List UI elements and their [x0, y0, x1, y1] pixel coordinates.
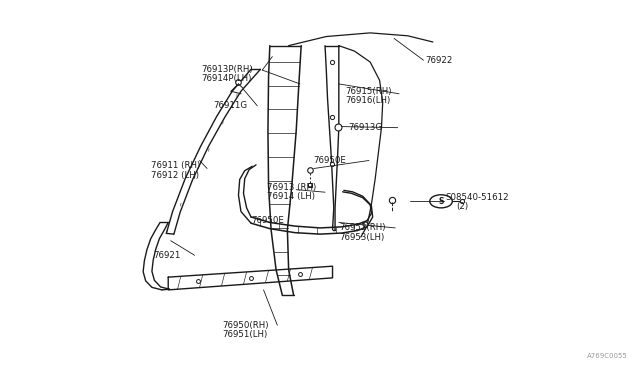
- Text: S: S: [438, 197, 444, 206]
- Text: 76916(LH): 76916(LH): [345, 96, 390, 105]
- Text: 76915(RH): 76915(RH): [345, 87, 392, 96]
- Text: S08540-51612: S08540-51612: [445, 193, 509, 202]
- Text: 76911G: 76911G: [213, 101, 248, 110]
- Text: 76914P(LH): 76914P(LH): [201, 74, 252, 83]
- Text: 76911 (RH): 76911 (RH): [150, 161, 200, 170]
- Text: 76914 (LH): 76914 (LH): [267, 192, 315, 201]
- Text: 76913 (RH): 76913 (RH): [267, 183, 316, 192]
- Text: 76922: 76922: [426, 56, 452, 65]
- Text: 76950E: 76950E: [251, 216, 284, 225]
- Text: 76912 (LH): 76912 (LH): [150, 171, 198, 180]
- Text: 76913G: 76913G: [348, 123, 382, 132]
- Text: 76952(RH): 76952(RH): [339, 224, 385, 232]
- Text: (2): (2): [457, 202, 469, 211]
- Text: 76950(RH): 76950(RH): [223, 321, 269, 330]
- Text: 76921: 76921: [154, 251, 181, 260]
- Text: 76913P(RH): 76913P(RH): [201, 65, 252, 74]
- Text: 76950E: 76950E: [314, 156, 347, 165]
- Text: A769C0055: A769C0055: [587, 353, 627, 359]
- Text: 76951(LH): 76951(LH): [223, 330, 268, 339]
- Text: 76953(LH): 76953(LH): [339, 232, 384, 241]
